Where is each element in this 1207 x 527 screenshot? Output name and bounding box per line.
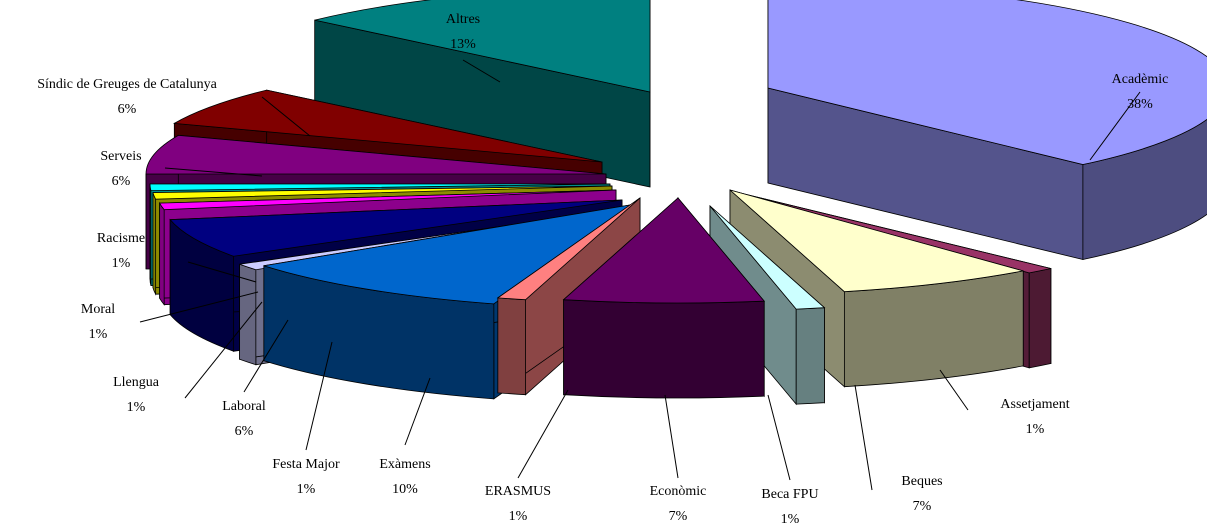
slice-percent: 1%: [89, 327, 108, 342]
slice-percent: 6%: [112, 174, 131, 189]
slice-rim: [152, 192, 157, 295]
slice-rim: [497, 297, 527, 396]
leader-line: [462, 59, 501, 83]
slice-rim: [1082, 118, 1207, 261]
slice-top: [152, 185, 613, 200]
leader-line: [243, 319, 289, 393]
slice-label: Exàmens: [379, 457, 430, 472]
leader-line: [939, 369, 969, 411]
slice-top: [263, 203, 637, 305]
slice-label: Racisme: [97, 231, 145, 246]
slice-top: [709, 205, 826, 310]
slice-percent: 1%: [781, 512, 800, 527]
slice-percent: 1%: [297, 482, 316, 497]
slice-label: Serveis: [100, 149, 141, 164]
leader-line: [854, 384, 873, 491]
slice-rim: [149, 183, 152, 286]
slice-rim: [159, 201, 165, 306]
slice-label: Laboral: [222, 399, 266, 414]
slice-percent: 1%: [1026, 422, 1045, 437]
data-labels: Acadèmic 38% Assetjament 1% Beques 7% Beca FPU…: [37, 12, 1168, 527]
slice-top: [145, 134, 607, 175]
leader-line: [184, 301, 263, 399]
slice-top: [767, 0, 1207, 165]
pie-slice: [767, 0, 1207, 261]
slice-label: Llengua: [113, 375, 160, 390]
pie-slices: [145, 0, 1207, 406]
slice-top: [173, 89, 603, 163]
slice-rim: [1028, 268, 1052, 369]
slice-top: [562, 197, 766, 304]
leader-line: [1089, 91, 1141, 161]
slice-top: [149, 183, 611, 191]
leader-line: [164, 167, 263, 177]
leader-line: [139, 291, 259, 323]
slice-percent: 7%: [669, 509, 688, 524]
leader-line: [404, 377, 431, 446]
slice-percent: 10%: [392, 482, 418, 497]
leader-line: [767, 394, 791, 481]
slice-percent: 6%: [118, 102, 137, 117]
slice-percent: 1%: [509, 509, 528, 524]
slice-rim: [563, 299, 765, 399]
pie-slice: [562, 196, 766, 399]
slice-top: [169, 199, 623, 257]
slice-label: Acadèmic: [1112, 72, 1169, 87]
leader-line: [261, 96, 311, 137]
slice-percent: 1%: [112, 256, 131, 271]
slice-percent: 1%: [127, 400, 146, 415]
slice-label: Econòmic: [650, 484, 707, 499]
slice-label: Assetjament: [1000, 397, 1069, 412]
pie-slice: [314, 0, 651, 188]
slice-percent: 38%: [1127, 97, 1153, 112]
slice-label: ERASMUS: [485, 484, 551, 499]
slice-percent: 13%: [450, 37, 476, 52]
slice-label: Moral: [81, 302, 115, 317]
slice-label: Festa Major: [272, 457, 340, 472]
slice-top: [314, 0, 651, 93]
slice-percent: 6%: [235, 424, 254, 439]
leader-line: [664, 394, 679, 479]
slice-label: Beques: [901, 474, 942, 489]
slice-top: [735, 191, 1051, 274]
slice-top: [496, 197, 641, 301]
leader-line: [517, 389, 569, 479]
slice-percent: 7%: [913, 499, 932, 514]
leader-line: [305, 341, 333, 451]
leader-line: [187, 261, 257, 283]
slice-label: Beca FPU: [761, 487, 818, 502]
slice-rim: [795, 307, 825, 405]
slice-top: [158, 189, 617, 211]
slice-label: Síndic de Greuges de Catalunya: [37, 77, 217, 92]
slice-label: Altres: [446, 12, 480, 27]
slice-top: [729, 189, 1024, 293]
